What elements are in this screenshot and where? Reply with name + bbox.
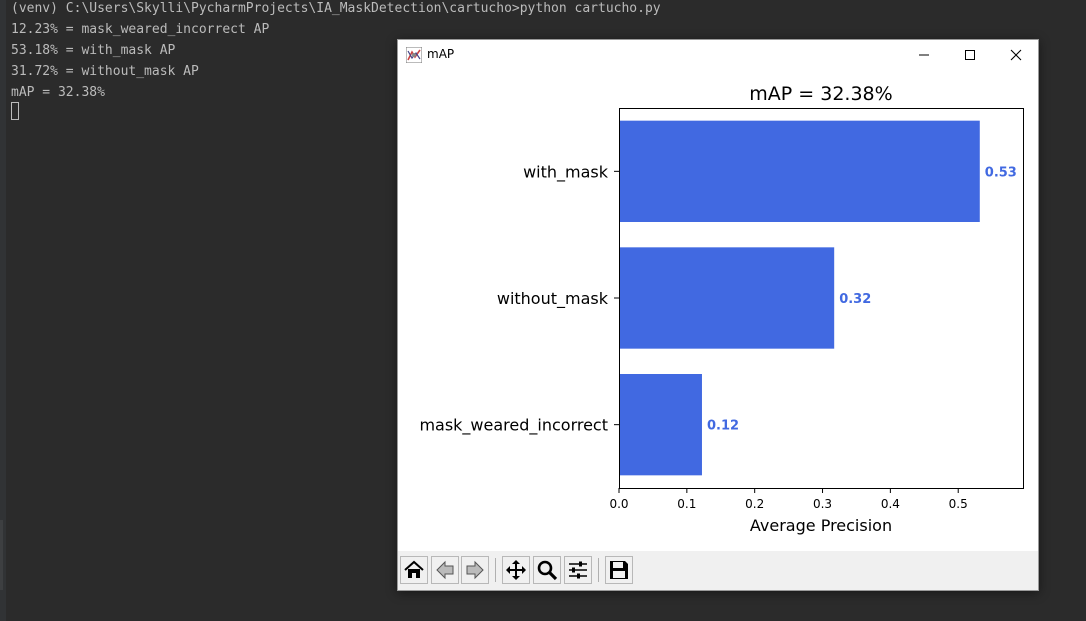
toolbar-separator [495,558,496,582]
x-axis-label: Average Precision [750,516,892,535]
navigation-toolbar [398,551,1038,590]
pan-icon [506,560,526,580]
y-tick-label: without_mask [497,289,609,309]
x-tick-label: 0.0 [609,497,628,511]
x-tick-label: 0.1 [677,497,696,511]
plot-canvas[interactable]: mask_weared_incorrect 0.12 without_mask 0.3… [398,70,1038,551]
data-label: 0.32 [839,292,871,307]
x-tick-label: 0.5 [949,497,968,511]
terminal-line-map: mAP = 32.38% [11,85,105,100]
forward-icon [466,560,484,580]
minimize-icon [919,54,929,56]
y-tick-label: with_mask [523,162,609,182]
zoom-icon [537,560,558,581]
x-tick-label: 0.4 [881,497,900,511]
maximize-button[interactable] [947,40,993,70]
matplotlib-app-icon [405,46,423,67]
home-icon [404,560,424,578]
ide-side-strip [0,0,6,621]
back-button[interactable] [431,556,459,584]
bar-mask_weared_incorrect [619,374,702,476]
zoom-button[interactable] [533,556,561,584]
close-icon [1010,49,1022,61]
close-button[interactable] [993,40,1039,70]
save-button[interactable] [605,556,633,584]
terminal-line-without-mask: 31.72% = without_mask AP [11,64,199,79]
window-title: mAP [427,47,455,61]
window-titlebar[interactable]: mAP [398,40,1038,70]
x-tick-label: 0.2 [745,497,764,511]
home-button[interactable] [400,556,428,584]
forward-button[interactable] [461,556,489,584]
chart-title: mAP = 32.38% [749,83,892,105]
maximize-icon [965,50,975,60]
plot-window[interactable]: mAP mask_weared_incorrect 0.12 without_mas… [397,39,1039,591]
back-icon [436,560,454,580]
y-tick-label: mask_weared_incorrect [419,416,608,436]
terminal-output: (venv) C:\Users\Skylli\PycharmProjects\I… [11,0,661,103]
configure-subplots-icon [569,561,587,579]
configure-subplots-button[interactable] [564,556,592,584]
bar-without_mask [619,247,835,349]
terminal-cursor[interactable] [11,102,19,120]
pan-button[interactable] [502,556,530,584]
bar-chart: mask_weared_incorrect 0.12 without_mask 0.3… [419,83,1024,535]
terminal-line-with-mask: 53.18% = with_mask AP [11,43,176,58]
minimize-button[interactable] [901,40,947,70]
toolbar-separator [598,558,599,582]
data-label: 0.12 [707,419,739,434]
axes-frame [619,108,1024,489]
data-label: 0.53 [985,165,1017,180]
terminal-command-line: (venv) C:\Users\Skylli\PycharmProjects\I… [11,1,661,16]
x-tick-label: 0.3 [813,497,832,511]
save-icon [610,561,628,579]
side-strip-tab [0,520,3,590]
bar-with_mask [619,120,980,222]
terminal-line-mask-weared-incorrect: 12.23% = mask_weared_incorrect AP [11,22,270,37]
